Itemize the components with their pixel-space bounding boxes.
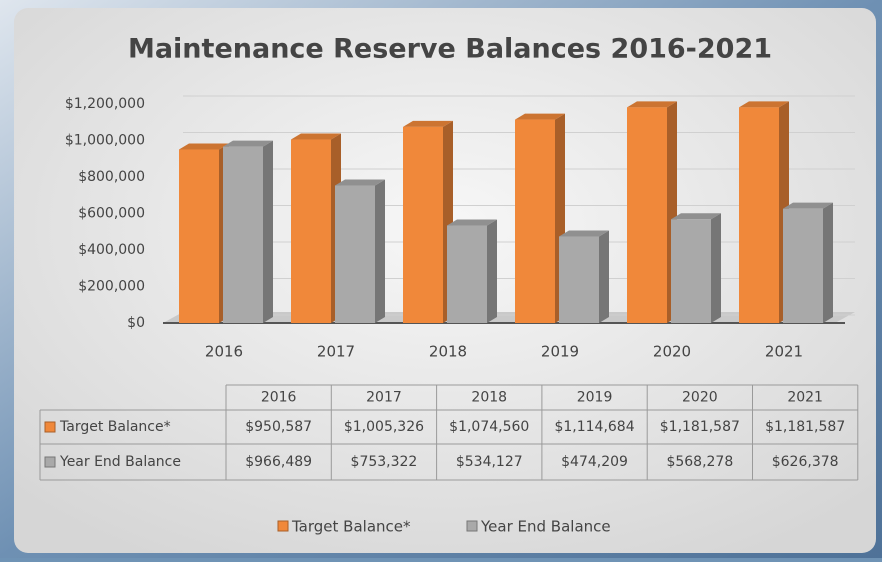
bar [783,209,823,323]
x-tick-label: 2020 [653,343,691,361]
bar [447,226,487,323]
table-cell: $1,005,326 [344,419,424,435]
table-cell: $1,074,560 [449,419,529,435]
y-tick-label: $200,000 [78,279,145,295]
table-key [45,457,55,467]
y-tick-label: $600,000 [78,206,145,222]
table-header: 2019 [577,390,613,406]
chart: Maintenance Reserve Balances 2016-2021 $… [0,0,882,558]
x-tick-label: 2021 [765,343,803,361]
page: Maintenance Reserve Balances 2016-2021 $… [0,0,882,558]
table-header: 2020 [682,390,718,406]
bar [223,147,263,323]
chart-title: Maintenance Reserve Balances 2016-2021 [128,34,772,65]
bar-side [375,180,385,323]
y-tick-label: $400,000 [78,242,145,258]
table-row-label: Year End Balance [59,454,181,470]
bar-side [711,213,721,323]
table-cell: $950,587 [245,419,312,435]
x-tick-label: 2016 [205,343,243,361]
bar-side [263,141,273,323]
table-cell: $1,181,587 [765,419,845,435]
bar [291,140,331,323]
table-cell: $474,209 [561,454,628,470]
bar-side [487,220,497,323]
bar-side [823,203,833,323]
y-tick-label: $0 [127,315,145,331]
table-cell: $753,322 [351,454,418,470]
y-tick-label: $1,000,000 [65,133,145,149]
table-key [45,422,55,432]
legend-key [278,521,288,531]
table-header: 2018 [471,390,507,406]
table-header: 2016 [261,390,297,406]
bar [627,107,667,323]
table-cell: $534,127 [456,454,523,470]
y-tick-label: $800,000 [78,169,145,185]
table-cell: $1,114,684 [554,419,634,435]
y-tick-label: $1,200,000 [65,96,145,112]
legend-label: Target Balance* [291,518,411,536]
table-header: 2017 [366,390,402,406]
x-tick-label: 2017 [317,343,355,361]
bar [671,219,711,323]
legend-key [467,521,477,531]
x-tick-label: 2019 [541,343,579,361]
table-cell: $626,378 [772,454,839,470]
bar [559,236,599,323]
bar [179,150,219,323]
bar [739,107,779,323]
bar [403,127,443,323]
table-cell: $1,181,587 [660,419,740,435]
table-row-label: Target Balance* [59,419,171,435]
table-cell: $966,489 [245,454,312,470]
legend-label: Year End Balance [480,518,611,536]
bar-side [599,230,609,323]
table-header: 2021 [787,390,823,406]
table-cell: $568,278 [666,454,733,470]
bar [335,186,375,323]
bar [515,120,555,323]
x-tick-label: 2018 [429,343,467,361]
